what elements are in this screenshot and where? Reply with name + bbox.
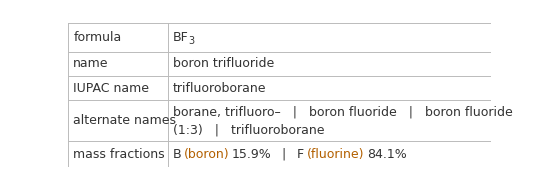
Text: 84.1%: 84.1% <box>367 148 407 161</box>
Text: name: name <box>73 57 109 70</box>
Text: F: F <box>297 148 304 161</box>
Text: borane, trifluoro–   |   boron fluoride   |   boron fluoride: borane, trifluoro– | boron fluoride | bo… <box>173 105 513 118</box>
Text: trifluoroborane: trifluoroborane <box>173 82 266 95</box>
Text: BF: BF <box>173 31 188 44</box>
Text: 3: 3 <box>188 36 194 46</box>
Text: B: B <box>173 148 181 161</box>
Text: (fluorine): (fluorine) <box>307 148 364 161</box>
Text: formula: formula <box>73 31 122 44</box>
Text: IUPAC name: IUPAC name <box>73 82 149 95</box>
Text: alternate names: alternate names <box>73 114 176 127</box>
Text: (boron): (boron) <box>184 148 229 161</box>
Text: mass fractions: mass fractions <box>73 148 165 161</box>
Text: 15.9%: 15.9% <box>232 148 272 161</box>
Text: (1:3)   |   trifluoroborane: (1:3) | trifluoroborane <box>173 123 324 136</box>
Text: |: | <box>275 148 295 161</box>
Text: boron trifluoride: boron trifluoride <box>173 57 274 70</box>
